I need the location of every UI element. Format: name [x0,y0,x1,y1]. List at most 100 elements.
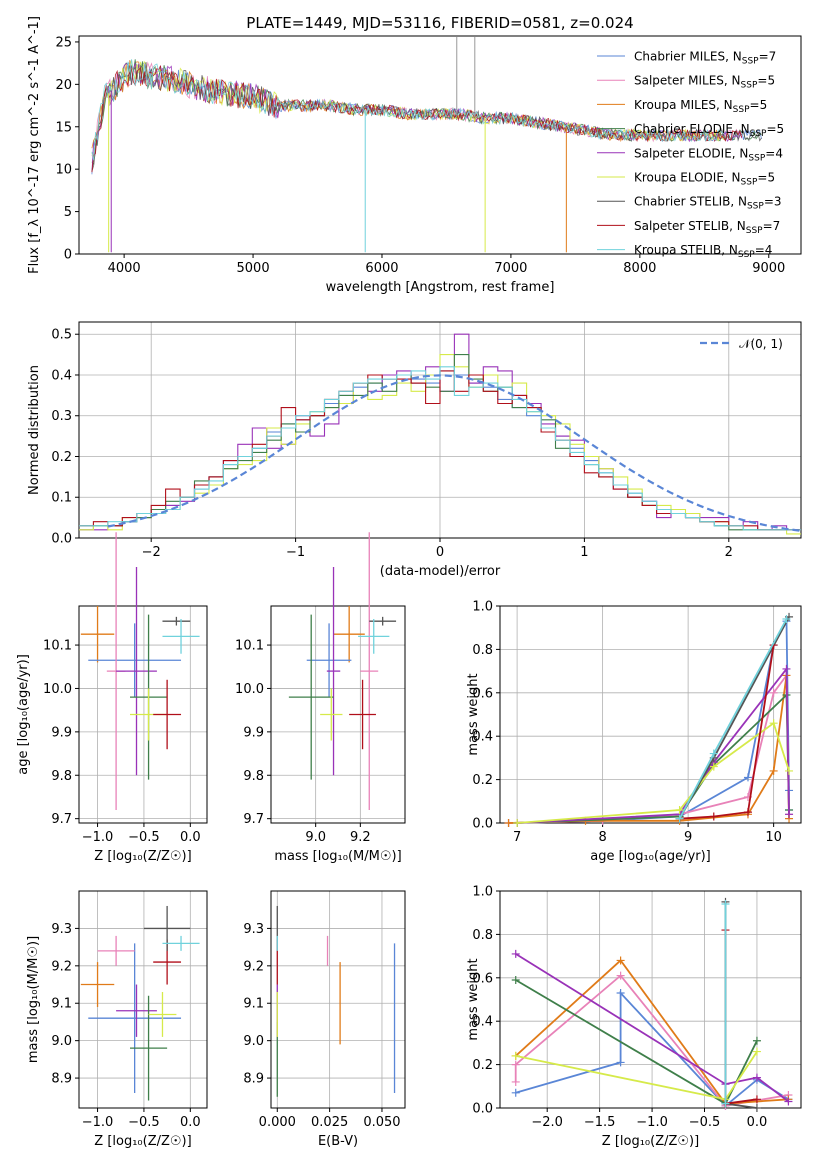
mass-weight-marker [752,1036,761,1045]
mass-weight-marker [511,1060,520,1069]
mass-weight-marker [743,773,752,782]
figure-title: PLATE=1449, MJD=53116, FIBERID=0581, z=0… [246,14,633,32]
mass-weight-line [679,644,775,820]
legend-count: =7 [763,219,781,233]
x-tick-label: 0.0 [747,1115,768,1130]
x-tick-label: −1.5 [584,1115,616,1130]
spectrum-line [91,59,724,161]
mass-weight-marker [785,810,794,819]
y-tick-label: 0.2 [472,1058,493,1073]
mass-weight-marker [721,1099,730,1108]
legend-count: =4 [765,146,783,160]
x-tick-label: 0.025 [311,1115,348,1130]
legend-count: =4 [755,243,773,257]
mass-weight-marker [616,1058,625,1067]
x-axis-label: wavelength [Angstrom, rest frame] [326,280,555,295]
mass-weight-marker [511,975,520,984]
age-vs-mass-panel: 9.0 9.2 9.7 9.8 9.9 10.0 10.1 mass [log₁₀(M/M☉)… [235,532,406,864]
mass-weight-marker [709,749,718,758]
legend-label: Kroupa MILES, NSSP=5 [634,98,767,115]
y-tick-label: 0.4 [472,730,493,745]
mass-weight-marker [616,971,625,980]
legend-subscript: SSP [738,250,755,260]
legend-subscript: SSP [741,81,758,91]
histogram-line [79,366,801,531]
x-tick-label: −0.5 [128,830,160,845]
x-axis-label: Z [log₁₀(Z/Z☉)] [602,1134,699,1149]
y-tick-label: 0.1 [51,491,72,506]
y-tick-label: 0.3 [51,409,72,424]
legend-subscript: SSP [750,129,767,139]
x-tick-label: 9000 [752,261,785,276]
y-axis-label: mass weight [466,673,481,755]
y-tick-label: 9.9 [51,725,72,740]
mass-weight-marker [513,819,522,827]
x-tick-label: 0.0 [180,1115,201,1130]
mass-vs-ebv-panel: 0.000 0.025 0.050 8.9 9.0 9.1 9.2 9.3 E(B-V) [243,890,406,1149]
y-tick-label: 9.8 [243,769,264,784]
x-axis-label: age [log₁₀(age/yr)] [590,849,711,864]
x-tick-label: 7 [513,830,521,845]
legend-subscript: SSP [742,57,759,67]
y-tick-label: 9.0 [243,1034,264,1049]
x-tick-label: −2 [142,545,161,560]
x-axis-label: E(B-V) [318,1134,358,1149]
y-tick-label: 1.0 [472,885,493,900]
x-tick-label: 0.050 [363,1115,400,1130]
y-tick-label: 9.3 [243,922,264,937]
legend-label: Salpeter MILES, NSSP=5 [634,74,775,91]
y-tick-label: 10.0 [43,682,72,697]
mass-weight-marker [709,762,718,771]
y-tick-label: 10 [55,163,72,178]
mass-weight-line [515,979,758,1105]
x-tick-label: 6000 [365,261,398,276]
y-tick-label: 9.2 [243,959,264,974]
y-tick-label: 8.9 [51,1072,72,1087]
x-tick-label: 8 [598,830,606,845]
mass-weight-line [515,990,789,1108]
y-tick-label: 9.2 [51,959,72,974]
mass-weight-line [508,617,790,824]
y-tick-label: 10.0 [235,682,264,697]
axes-frame [270,605,406,824]
legend-count: =5 [766,122,784,136]
legend-label: 𝒩(0, 1) [739,337,783,351]
axes-frame [78,605,208,824]
y-tick-label: 0.2 [472,773,493,788]
legend-count: =5 [757,171,775,185]
legend-count: =3 [764,195,782,209]
mass-weight-line [517,692,790,824]
mass-weight-line [515,953,789,1103]
mass-weight-marker [752,1104,761,1112]
x-axis-label: mass [log₁₀(M/M☉)] [274,849,401,864]
mass-weight-marker [743,808,752,817]
normal-curve [107,374,802,532]
x-axis-label: Z [log₁₀(Z/Z☉)] [94,1134,191,1149]
mass-weight-marker [675,805,684,814]
x-tick-label: 10 [765,830,782,845]
y-tick-label: 0.4 [472,1015,493,1030]
legend-label: Chabrier ELODIE, NSSP=5 [634,122,784,139]
mass-weight-marker [511,1077,520,1086]
mass-weight-marker [709,812,718,821]
y-tick-label: 1.0 [472,600,493,615]
y-tick-label: 9.7 [243,812,264,827]
x-tick-label: 9.2 [350,830,371,845]
spectrum-line [91,62,762,172]
legend-subscript: SSP [733,105,750,115]
x-tick-label: 2 [725,545,733,560]
y-tick-label: 15 [55,120,72,135]
y-axis-label: Flux [f_λ 10^-17 erg cm^-2 s^-1 A^-1] [27,16,42,274]
x-tick-label: −2.0 [531,1115,563,1130]
legend-subscript: SSP [741,178,758,188]
mass-weight-marker [769,719,778,728]
x-tick-label: 4000 [108,261,141,276]
axes-frame [499,890,802,1109]
x-tick-label: 8000 [623,261,656,276]
axes-frame [78,890,208,1109]
mass-weight-marker [511,1088,520,1097]
mass-weight-line [678,618,788,820]
axes-frame [78,321,802,539]
mass-weight-line [724,901,758,1109]
